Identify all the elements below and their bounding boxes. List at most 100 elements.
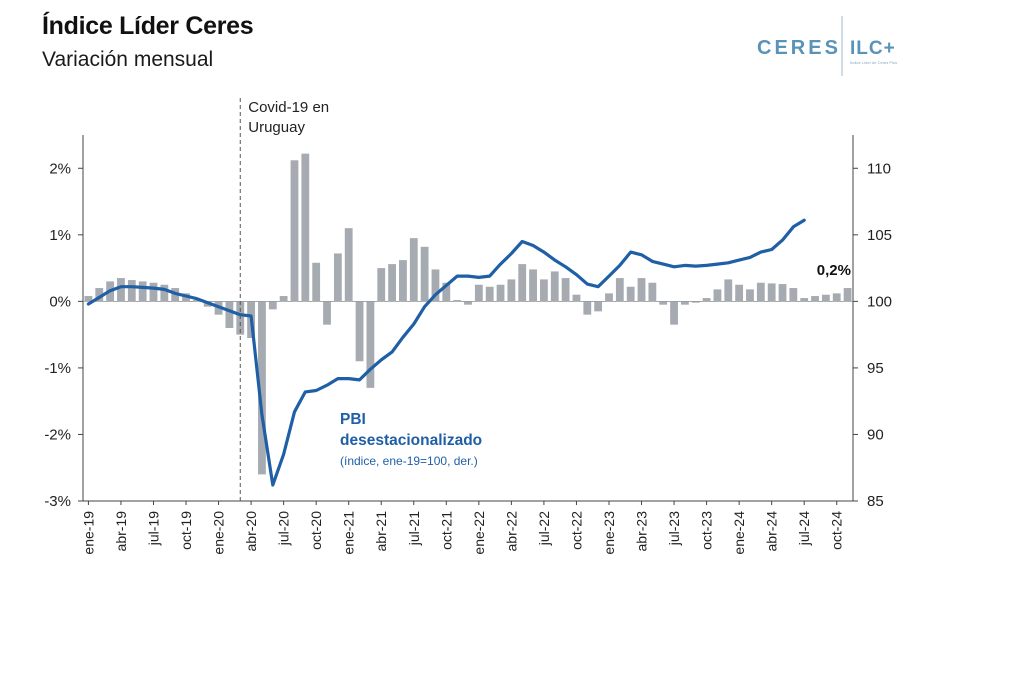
- bar: [680, 301, 689, 305]
- bar: [615, 278, 624, 302]
- bar: [323, 301, 331, 325]
- bar: [258, 301, 266, 475]
- bar: [724, 279, 733, 302]
- line-series-label: PBI: [340, 411, 366, 428]
- bar: [572, 294, 581, 302]
- bar: [691, 301, 700, 303]
- bar: [95, 288, 104, 302]
- bar: [767, 283, 776, 302]
- bar: [746, 289, 754, 302]
- bar: [149, 282, 158, 302]
- x-axis-tick-label: abr-23: [634, 511, 650, 552]
- bar: [529, 269, 537, 302]
- bar: [648, 282, 657, 302]
- bar: [409, 238, 418, 302]
- last-value-label: 0,2%: [817, 262, 851, 279]
- bar: [540, 279, 548, 302]
- bar: [550, 271, 559, 302]
- bar: [832, 293, 841, 302]
- bar: [442, 282, 451, 302]
- bar: [117, 278, 125, 302]
- x-axis-tick-label: jul-20: [276, 511, 292, 546]
- bar: [388, 264, 396, 302]
- x-axis-tick-label: ene-19: [80, 511, 96, 555]
- x-axis-tick-label: jul-21: [406, 511, 422, 546]
- bar: [160, 284, 169, 302]
- bar: [333, 253, 342, 302]
- right-axis-tick-label: 90: [867, 426, 884, 443]
- bar: [268, 301, 277, 310]
- bar: [377, 268, 386, 302]
- bar: [279, 296, 288, 302]
- bar: [301, 153, 310, 302]
- line-series: [86, 218, 806, 487]
- left-axis-tick-label: -3%: [44, 493, 71, 510]
- bar: [366, 301, 375, 388]
- bar: [355, 301, 364, 362]
- left-axis-tick-label: 0%: [49, 293, 71, 310]
- x-axis-tick-label: abr-22: [503, 511, 519, 552]
- logo-ceres-text: CERES: [757, 37, 841, 59]
- logo-tagline: Índice Líder de Ceres Plus: [850, 60, 897, 65]
- x-axis-tick-label: oct-23: [699, 511, 715, 550]
- x-axis-tick-label: oct-20: [308, 511, 324, 550]
- x-axis-tick-label: ene-22: [471, 511, 487, 555]
- x-axis-tick-label: ene-23: [601, 511, 617, 555]
- right-axis-tick-label: 100: [867, 293, 892, 310]
- x-axis-tick-label: oct-21: [438, 511, 454, 550]
- x-axis-tick-label: jul-22: [536, 511, 552, 546]
- bar: [431, 269, 440, 302]
- bar: [518, 264, 527, 302]
- bar: [561, 278, 570, 302]
- right-axis-tick-label: 95: [867, 360, 884, 377]
- bar: [127, 280, 136, 302]
- bar: [507, 279, 516, 302]
- covid-annotation: Covid-19 en: [248, 99, 329, 116]
- bar: [594, 301, 603, 312]
- x-axis-tick-label: ene-21: [341, 511, 357, 555]
- bar: [789, 288, 798, 302]
- bar: [399, 260, 407, 302]
- x-axis-tick-label: oct-19: [178, 511, 194, 550]
- right-axis-tick-label: 85: [867, 493, 884, 510]
- bar: [800, 298, 809, 302]
- pbi-line: [86, 218, 806, 487]
- bar: [344, 228, 353, 302]
- x-axis-tick-label: abr-20: [243, 511, 259, 552]
- bar: [843, 288, 852, 302]
- line-series-label: desestacionalizado: [340, 432, 482, 449]
- bar: [420, 246, 429, 302]
- bar: [713, 289, 722, 302]
- x-axis-tick-label: abr-21: [373, 511, 389, 552]
- bar: [464, 301, 472, 305]
- x-axis-tick-label: jul-19: [145, 511, 161, 546]
- bar: [496, 284, 505, 302]
- bar: [225, 301, 234, 328]
- left-axis-tick-label: 1%: [49, 227, 71, 244]
- bar-series: [84, 153, 852, 475]
- bar: [735, 284, 744, 302]
- x-axis-tick-label: oct-24: [829, 511, 845, 550]
- bar: [821, 294, 830, 302]
- logo-ilc-text: ILC+: [850, 38, 896, 59]
- left-axis-tick-label: -2%: [44, 426, 71, 443]
- bar: [605, 293, 613, 302]
- chart-labels: Covid-19 en Uruguay PBI desestacionalizado (…: [239, 98, 851, 501]
- x-axis-tick-label: ene-20: [211, 511, 227, 555]
- bar: [192, 300, 201, 302]
- bar: [138, 281, 147, 302]
- bar: [583, 301, 592, 315]
- bar: [312, 262, 321, 302]
- bar: [702, 298, 711, 302]
- x-axis-tick-label: oct-22: [568, 511, 584, 550]
- left-axis-tick-label: 2%: [49, 160, 71, 177]
- x-axis-tick-label: jul-23: [666, 511, 682, 546]
- ceres-logo: CERES ILC+ Índice Líder de Ceres Plus: [757, 16, 897, 76]
- chart-title: Índice Líder Ceres: [42, 12, 254, 40]
- bar: [659, 301, 668, 305]
- bar: [485, 286, 494, 302]
- x-axis-tick-label: jul-24: [796, 511, 812, 546]
- bar: [626, 286, 635, 302]
- line-series-note: (índice, ene-19=100, der.): [340, 454, 478, 468]
